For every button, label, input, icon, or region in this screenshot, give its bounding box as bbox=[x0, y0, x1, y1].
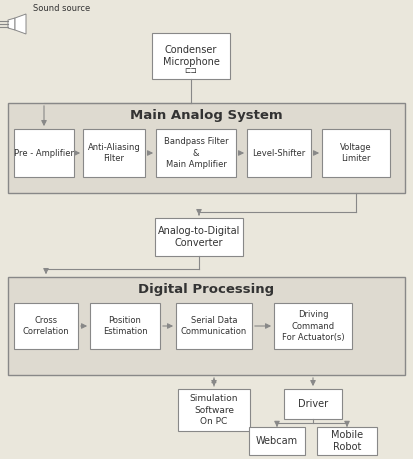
Text: Digital Processing: Digital Processing bbox=[138, 282, 275, 296]
Bar bbox=[249, 427, 305, 455]
Bar bbox=[83, 129, 145, 177]
Polygon shape bbox=[15, 14, 26, 34]
Bar bbox=[247, 129, 311, 177]
Text: Cross
Correlation: Cross Correlation bbox=[23, 316, 69, 336]
Text: Driver: Driver bbox=[298, 399, 328, 409]
Bar bbox=[178, 389, 250, 431]
Polygon shape bbox=[8, 18, 15, 30]
Bar bbox=[14, 303, 78, 349]
Text: Pre - Amplifier: Pre - Amplifier bbox=[14, 149, 74, 157]
Text: Level-Shifter: Level-Shifter bbox=[252, 149, 306, 157]
Text: Sound source: Sound source bbox=[33, 4, 90, 13]
Bar bbox=[155, 218, 243, 256]
Bar bbox=[152, 33, 230, 79]
Text: Driving
Command
For Actuator(s): Driving Command For Actuator(s) bbox=[282, 310, 344, 341]
Text: Main Analog System: Main Analog System bbox=[130, 108, 283, 122]
Text: Mobile
Robot: Mobile Robot bbox=[331, 430, 363, 452]
Text: Condenser
Microphone: Condenser Microphone bbox=[163, 45, 219, 67]
Bar bbox=[90, 303, 160, 349]
Bar bbox=[156, 129, 236, 177]
Bar bbox=[8, 103, 405, 193]
Text: Analog-to-Digital
Converter: Analog-to-Digital Converter bbox=[158, 226, 240, 248]
Text: ⊏⊐: ⊏⊐ bbox=[185, 66, 197, 74]
Bar bbox=[317, 427, 377, 455]
Text: Voltage
Limiter: Voltage Limiter bbox=[340, 143, 372, 163]
Text: Simulation
Software
On PC: Simulation Software On PC bbox=[190, 394, 238, 425]
Text: Anti-Aliasing
Filter: Anti-Aliasing Filter bbox=[88, 143, 140, 163]
Text: Webcam: Webcam bbox=[256, 436, 298, 446]
Bar bbox=[176, 303, 252, 349]
Text: Position
Estimation: Position Estimation bbox=[103, 316, 147, 336]
Bar bbox=[274, 303, 352, 349]
Bar bbox=[322, 129, 390, 177]
Bar bbox=[284, 389, 342, 419]
Bar bbox=[8, 277, 405, 375]
Bar bbox=[14, 129, 74, 177]
Text: Serial Data
Communication: Serial Data Communication bbox=[181, 316, 247, 336]
Text: Bandpass Filter
&
Main Amplifier: Bandpass Filter & Main Amplifier bbox=[164, 137, 228, 168]
